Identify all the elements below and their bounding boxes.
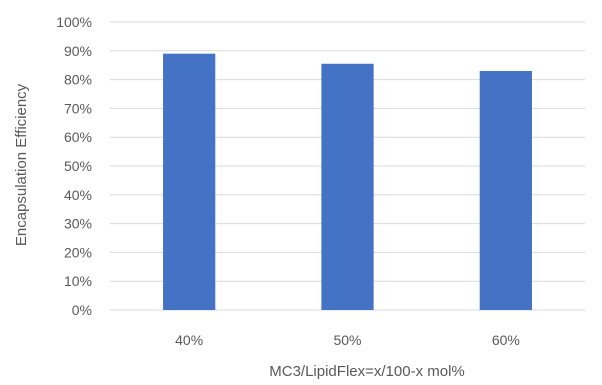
bar-60pct xyxy=(479,70,532,311)
x-tick-label: 50% xyxy=(333,332,361,348)
x-tick-label: 60% xyxy=(492,332,520,348)
y-tick-label: 60% xyxy=(64,129,92,145)
bar-50pct xyxy=(321,63,374,311)
y-tick-label: 40% xyxy=(64,187,92,203)
y-tick-label: 30% xyxy=(64,216,92,232)
y-tick-label: 10% xyxy=(64,273,92,289)
y-axis-title: Encapsulation Efficiency xyxy=(13,83,30,246)
x-tick-label: 40% xyxy=(175,332,203,348)
y-axis-tick-labels: 0% 10% 20% 30% 40% 50% 60% 70% 80% 90% 100% xyxy=(56,14,92,318)
y-tick-label: 80% xyxy=(64,72,92,88)
y-tick-label: 0% xyxy=(72,302,92,318)
y-tick-label: 50% xyxy=(64,158,92,174)
y-tick-label: 70% xyxy=(64,100,92,116)
bar-40pct xyxy=(163,53,216,311)
x-axis-title: MC3/LipidFlex=x/100-x mol% xyxy=(269,363,465,380)
bars xyxy=(163,53,532,311)
y-tick-label: 20% xyxy=(64,244,92,260)
y-tick-label: 100% xyxy=(56,14,92,30)
y-tick-label: 90% xyxy=(64,43,92,59)
x-axis-tick-labels: 40% 50% 60% xyxy=(175,332,520,348)
